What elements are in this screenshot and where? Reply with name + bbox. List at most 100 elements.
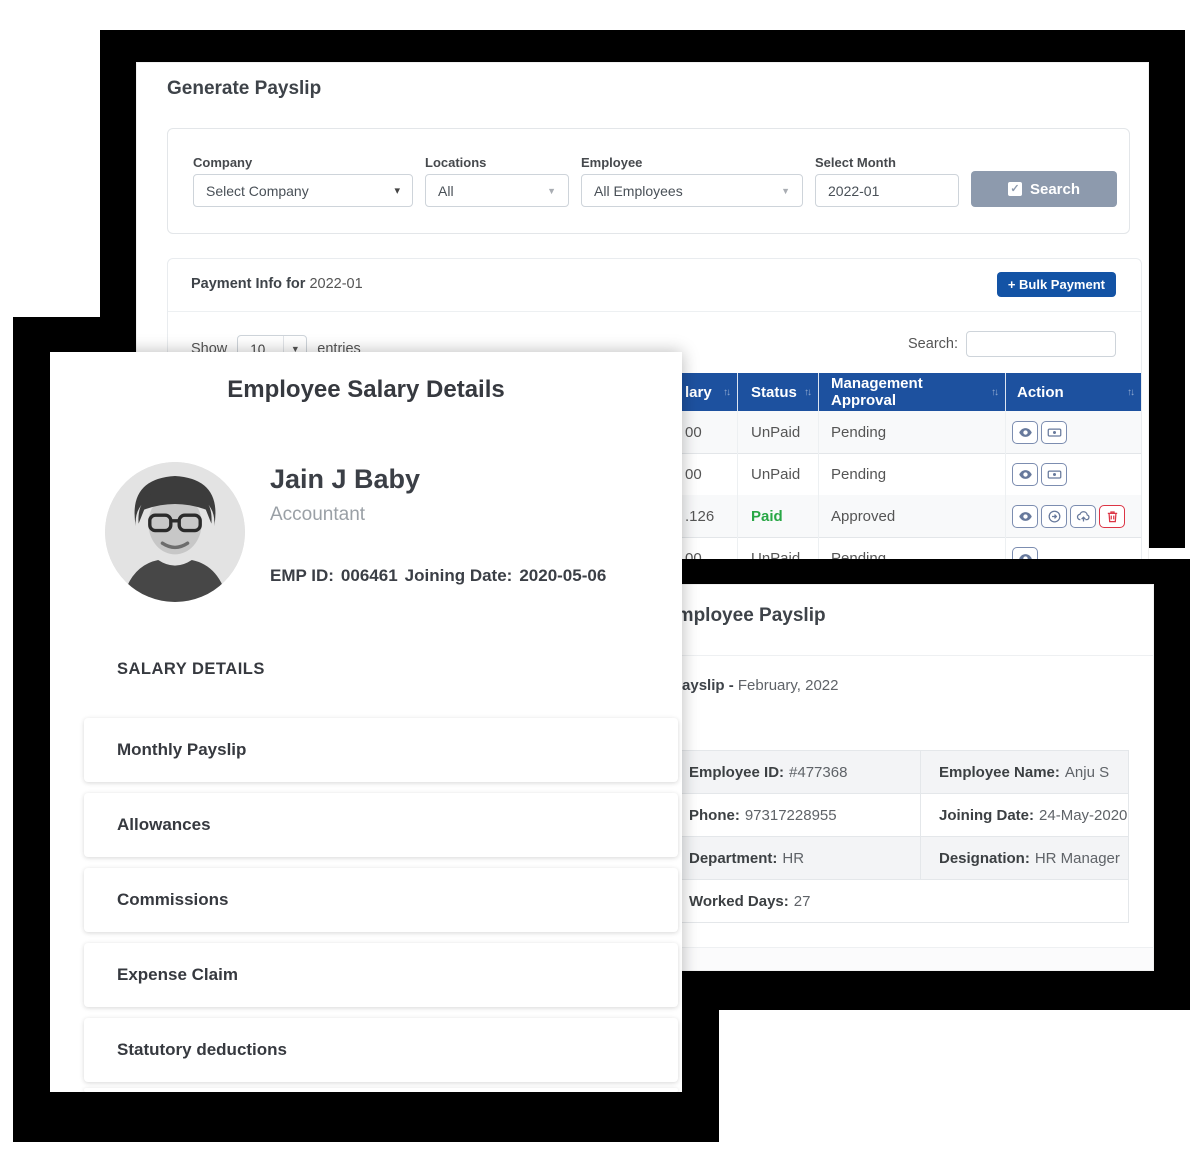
employee-photo	[105, 462, 245, 602]
detail-cell: Phone: 97317228955	[665, 794, 921, 836]
view-button[interactable]	[1012, 546, 1038, 559]
employee-name: Jain J Baby	[270, 464, 421, 494]
payslip-subtitle-month: February, 2022	[737, 677, 839, 694]
payslip-subtitle-bold: Payslip -	[672, 677, 734, 694]
employee-role: Accountant	[270, 504, 366, 525]
sort-arrows-icon: ↑↓	[804, 386, 812, 398]
accordion-item-allowances[interactable]: Allowances	[84, 793, 678, 857]
delete-button[interactable]	[1099, 504, 1125, 528]
detail-label: Employee ID:	[689, 763, 785, 781]
accordion-item-commissions[interactable]: Commissions	[84, 868, 678, 932]
detail-value: Anju S	[1064, 763, 1110, 781]
locations-select[interactable]: All ▼	[425, 174, 569, 207]
divider	[640, 655, 1153, 656]
view-button[interactable]	[1012, 420, 1038, 444]
table-row: Employee ID: #477368 Employee Name: Anju…	[665, 751, 1128, 794]
card-title: Employee Salary Details	[227, 376, 505, 403]
payslip-details-table: Employee ID: #477368 Employee Name: Anju…	[664, 750, 1129, 923]
column-header-approval[interactable]: Management Approval ↑↓	[819, 373, 1006, 411]
sort-arrows-icon: ↑↓	[1127, 386, 1135, 398]
employee-meta: EMP ID: 006461 Joining Date: 2020-05-06	[270, 566, 606, 586]
employee-select[interactable]: All Employees ▼	[581, 174, 803, 207]
page-title: Generate Payslip	[167, 78, 322, 99]
column-header-salary[interactable]: lary ↑↓	[581, 373, 738, 411]
accordion-item-label: Commissions	[117, 890, 229, 909]
column-header-action-label: Action	[1017, 383, 1064, 401]
salary-cell: 00	[581, 411, 738, 453]
action-cell	[1006, 537, 1141, 559]
pay-button[interactable]	[1041, 462, 1067, 486]
detail-cell: Employee Name: Anju S	[921, 751, 1128, 793]
divider	[640, 947, 1153, 948]
divider	[168, 311, 1141, 312]
employee-payslip-panel: Employee Payslip Payslip - February, 202…	[640, 585, 1153, 970]
detail-label: Worked Days:	[689, 892, 789, 910]
locations-select-value: All	[438, 182, 454, 199]
detail-label: Designation:	[939, 849, 1030, 867]
upload-button[interactable]	[1070, 504, 1096, 528]
month-label: Select Month	[815, 155, 896, 170]
accordion-item-label: Allowances	[117, 815, 211, 834]
accordion-item-monthly-payslip[interactable]: Monthly Payslip	[84, 718, 678, 782]
chevron-down-icon: ▼	[781, 185, 790, 196]
detail-value: HR	[782, 849, 805, 867]
joining-date-value: 2020-05-06	[519, 566, 607, 585]
table-search-input[interactable]	[966, 331, 1116, 357]
column-header-status-label: Status	[751, 383, 797, 401]
sort-arrows-icon: ↑↓	[723, 386, 731, 398]
process-button[interactable]	[1041, 504, 1067, 528]
accordion-item-label: Monthly Payslip	[117, 740, 247, 759]
detail-value: 24-May-2020	[1039, 806, 1128, 824]
column-header-action[interactable]: Action ↑↓	[1006, 373, 1141, 411]
locations-label: Locations	[425, 155, 487, 170]
payment-info-heading: Payment Info for 2022-01	[191, 276, 363, 292]
detail-value: #477368	[789, 763, 848, 781]
month-input-value: 2022-01	[828, 182, 880, 199]
payment-info-heading-bold: Payment Info for	[191, 276, 306, 292]
table-row: 00 UnPaid Pending	[581, 537, 1141, 559]
company-label: Company	[193, 155, 253, 170]
detail-label: Employee Name:	[939, 763, 1060, 781]
bulk-payment-button[interactable]: + Bulk Payment	[996, 272, 1116, 297]
month-input[interactable]: 2022-01	[815, 174, 959, 207]
company-select-value: Select Company	[206, 182, 309, 199]
detail-label: Joining Date:	[939, 806, 1035, 824]
table-search: Search:	[908, 331, 1116, 357]
detail-cell: Employee ID: #477368	[665, 751, 921, 793]
emp-id-label: EMP ID:	[270, 566, 334, 585]
company-select[interactable]: Select Company ▾	[193, 174, 413, 207]
column-header-approval-label: Management Approval	[831, 375, 923, 409]
approval-cell: Pending	[819, 411, 1006, 453]
detail-label: Department:	[689, 849, 778, 867]
accordion-item-label: Expense Claim	[117, 965, 238, 984]
salary-cell: 00	[581, 537, 738, 559]
sort-arrows-icon: ↑↓	[991, 386, 999, 398]
detail-cell: Department: HR	[665, 837, 921, 879]
accordion-item-expense-claim[interactable]: Expense Claim	[84, 943, 678, 1007]
panel-footer	[640, 948, 1153, 970]
detail-cell: Joining Date: 24-May-2020	[921, 794, 1128, 836]
accordion-item-label: Statutory deductions	[117, 1040, 288, 1059]
status-cell: UnPaid	[738, 537, 819, 559]
table-row: Phone: 97317228955 Joining Date: 24-May-…	[665, 794, 1128, 837]
salary-cell: 00	[581, 453, 738, 495]
employee-salary-details-card: Employee Salary Details Jain J Baby Acco…	[50, 352, 682, 1092]
table-row: Department: HR Designation: HR Manager	[665, 837, 1128, 880]
chevron-down-icon: ▼	[547, 185, 556, 196]
salary-details-heading: SALARY DETAILS	[117, 660, 265, 678]
approval-cell: Pending	[819, 537, 1006, 559]
accordion-item-statutory-deductions[interactable]: Statutory deductions	[84, 1018, 678, 1082]
salary-cell: .126	[581, 495, 738, 537]
detail-value: 97317228955	[744, 806, 837, 824]
view-button[interactable]	[1012, 504, 1038, 528]
pay-button[interactable]	[1041, 420, 1067, 444]
approval-cell: Pending	[819, 453, 1006, 495]
view-button[interactable]	[1012, 462, 1038, 486]
chevron-down-icon: ▼	[283, 336, 306, 362]
filter-bar: Company Locations Employee Select Month …	[167, 128, 1130, 234]
column-header-status[interactable]: Status ↑↓	[738, 373, 819, 411]
status-cell: UnPaid	[738, 453, 819, 495]
search-button[interactable]: ✓ Search	[971, 171, 1117, 207]
action-cell	[1006, 453, 1141, 495]
